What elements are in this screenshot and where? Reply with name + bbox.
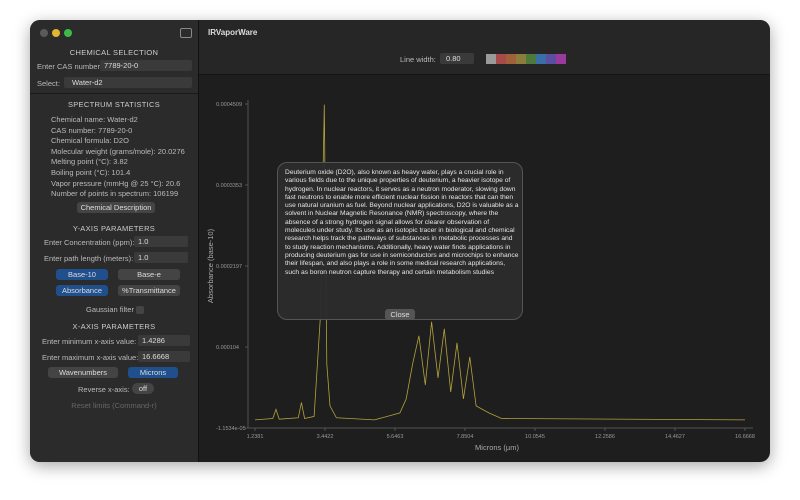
reverse-toggle[interactable]: off [132,383,154,394]
label: Enter minimum x-axis value: [42,337,137,346]
line-width-stepper[interactable]: 0.80 [440,53,474,64]
stat-line: Number of points in spectrum: 106199 [51,189,179,199]
stat-line: Melting point (°C): 3.82 [51,157,128,167]
label: Enter CAS number: [37,62,103,71]
option-button[interactable]: Base-e [118,269,180,280]
close-button[interactable]: Close [385,309,415,320]
cas-input[interactable]: 7789-20-0 [100,60,192,71]
section-heading: X-AXIS PARAMETERS [72,322,156,331]
stat-line: Vapor pressure (mmHg @ 25 °C): 20.6 [51,178,181,188]
reset-button[interactable]: Reset limits (Command-r) [71,401,157,410]
color-swatch[interactable] [506,54,516,64]
section-heading: Y-AXIS PARAMETERS [72,224,156,233]
color-swatch[interactable] [556,54,566,64]
color-swatch[interactable] [526,54,536,64]
toolbar: IRVaporWare Line width: 0.80 [199,20,770,75]
chemical-select[interactable]: Water-d2 [64,77,192,88]
divider [30,93,198,94]
sidebar: CHEMICAL SELECTION Enter CAS number: 778… [30,20,199,462]
dialog-text: Deuterium oxide (D2O), also known as hea… [285,169,519,276]
option-button[interactable]: Microns [128,367,178,378]
color-swatch[interactable] [486,54,496,64]
concentration-input[interactable]: 1.0 [134,236,188,247]
option-button[interactable]: Base-10 [56,269,108,280]
label: Gaussian filter [86,305,134,314]
stat-line: Chemical name: Water-d2 [51,115,138,124]
description-dialog: Deuterium oxide (D2O), also known as hea… [277,162,523,320]
color-swatch[interactable] [516,54,526,64]
label: Select: [37,79,60,88]
stat-line: CAS number: 7789-20-0 [51,125,133,135]
stat-line: Chemical formula: D2O [51,136,129,146]
section-heading: CHEMICAL SELECTION [69,48,159,57]
label: Reverse x-axis: [78,385,130,394]
stat-line: Molecular weight (grams/mole): 20.0276 [51,146,185,156]
line-width-label: Line width: [400,55,436,64]
sidebar-toggle[interactable] [180,28,192,38]
section-heading: SPECTRUM STATISTICS [67,100,161,109]
color-swatch[interactable] [546,54,556,64]
stat-line: Boiling point (°C): 101.4 [51,168,131,177]
window-title: IRVaporWare [208,28,258,37]
label: Enter path length (meters): [44,254,134,263]
option-button[interactable]: %Transmittance [118,285,180,296]
description-button[interactable]: Chemical Description [77,202,155,213]
label: Enter Concentration (ppm): [44,238,135,247]
path-input[interactable]: 1.0 [134,252,188,263]
gaussian-checkbox[interactable] [136,306,144,314]
option-button[interactable]: Absorbance [56,285,108,296]
max-input[interactable]: 16.6668 [138,351,190,362]
close-light[interactable] [40,29,48,37]
minimize-light[interactable] [52,29,60,37]
zoom-light[interactable] [64,29,72,37]
min-input[interactable]: 1.4286 [138,335,190,346]
option-button[interactable]: Wavenumbers [48,367,118,378]
color-swatch[interactable] [496,54,506,64]
color-swatch[interactable] [536,54,546,64]
label: Enter maximum x-axis value: [42,353,139,362]
